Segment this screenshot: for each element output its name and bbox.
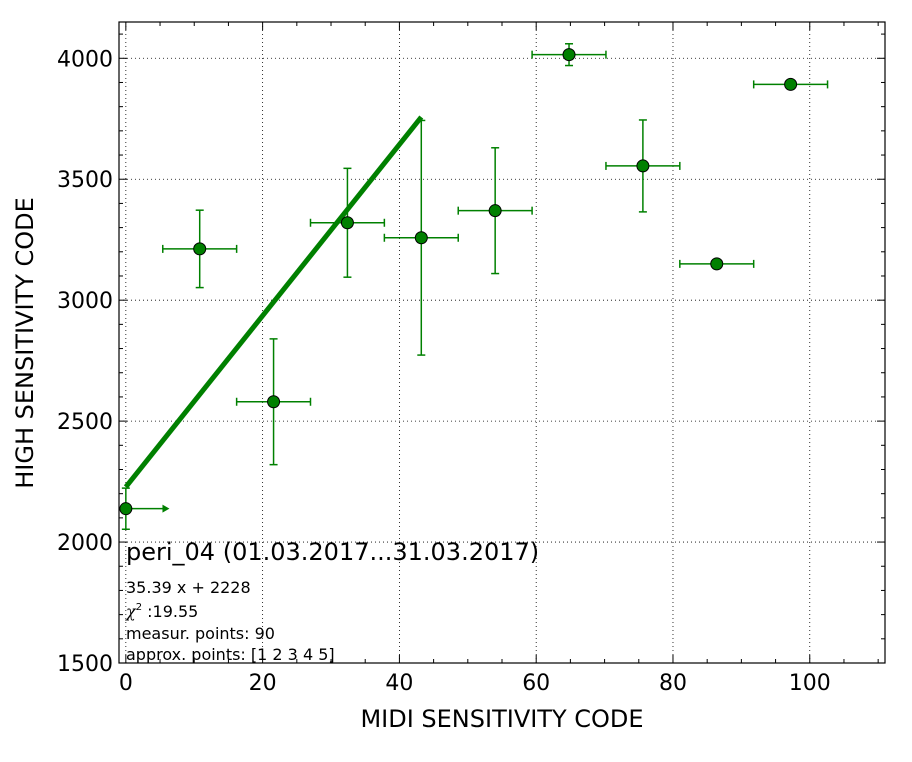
measured-points: measur. points: 90 <box>126 624 275 643</box>
y-axis-label: HIGH SENSITIVITY CODE <box>11 197 39 489</box>
x-axis-label: MIDI SENSITIVITY CODE <box>360 705 643 733</box>
plot-frame <box>118 21 886 664</box>
point-marker <box>340 216 354 230</box>
data-point-5 <box>383 119 459 356</box>
tick-labels: 0 20 40 60 80 100 1500 2000 2500 3000 3500 4000 <box>57 47 831 696</box>
chi-symbol: χ <box>125 602 137 621</box>
x-tick-label: 0 <box>119 671 133 696</box>
data-point-8 <box>605 119 681 213</box>
data-point-4 <box>309 167 386 278</box>
y-tick-label: 4000 <box>57 47 113 72</box>
data-point-10 <box>752 77 829 91</box>
data-point-6 <box>457 147 533 275</box>
point-marker <box>267 395 281 409</box>
y-tick-label: 3000 <box>57 289 113 314</box>
y-tick-label: 3500 <box>57 168 113 193</box>
y-tick-label: 1500 <box>57 652 113 677</box>
grid <box>119 22 885 663</box>
x-tick-label: 100 <box>789 671 831 696</box>
chi-superscript: 2 <box>136 602 142 613</box>
point-marker <box>488 204 502 218</box>
data-point-2 <box>162 209 238 289</box>
x-tick-label: 80 <box>659 671 687 696</box>
point-marker <box>710 257 724 271</box>
fit-line <box>123 115 424 489</box>
chi-value: :19.55 <box>142 602 198 621</box>
data-point-1 <box>119 487 170 530</box>
ticks <box>119 22 885 664</box>
point-marker <box>414 231 428 245</box>
x-tick-label: 40 <box>385 671 413 696</box>
data-point-9 <box>679 257 755 271</box>
x-tick-label: 20 <box>249 671 277 696</box>
fit-equation: 35.39 x + 2228 <box>126 578 251 597</box>
fit-layer <box>123 115 424 489</box>
data-point-3 <box>235 338 312 466</box>
point-marker <box>193 242 207 256</box>
chi-square: χ2 :19.55 <box>125 602 198 621</box>
approx-points: approx. points: [1 2 3 4 5] <box>126 645 335 664</box>
point-marker <box>562 48 576 62</box>
points-layer <box>119 43 829 530</box>
y-tick-label: 2000 <box>57 531 113 556</box>
y-tick-label: 2500 <box>57 410 113 435</box>
annotation-title: peri_04 (01.03.2017...31.03.2017) <box>126 538 539 566</box>
x-tick-label: 60 <box>522 671 550 696</box>
data-point-7 <box>531 43 607 67</box>
annotation: peri_04 (01.03.2017...31.03.2017) 35.39 … <box>125 538 539 664</box>
point-marker <box>784 77 798 91</box>
point-marker <box>119 502 133 516</box>
x-error-arrow <box>162 504 170 513</box>
point-marker <box>636 159 650 173</box>
